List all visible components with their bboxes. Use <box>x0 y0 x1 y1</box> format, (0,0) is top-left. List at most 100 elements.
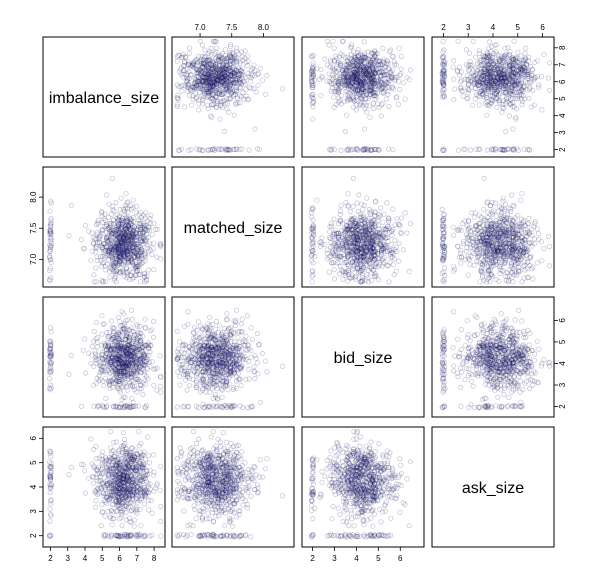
data-point <box>133 234 139 240</box>
data-point <box>483 251 489 257</box>
data-point <box>218 73 225 79</box>
data-point <box>382 72 388 78</box>
data-point <box>121 244 127 250</box>
data-point <box>205 71 211 77</box>
data-point <box>220 75 226 81</box>
data-point <box>481 61 487 68</box>
data-point <box>231 93 237 99</box>
data-point <box>465 63 471 69</box>
data-point <box>218 72 224 78</box>
data-point <box>231 147 237 153</box>
data-point <box>516 67 522 73</box>
data-point <box>345 64 351 70</box>
data-point <box>370 90 376 97</box>
data-point <box>517 227 523 233</box>
data-point <box>486 234 492 240</box>
data-point <box>129 269 135 275</box>
data-point <box>226 68 232 74</box>
data-point <box>360 147 367 153</box>
data-point <box>221 90 227 97</box>
data-point <box>201 75 207 81</box>
data-point <box>373 261 379 267</box>
data-point <box>492 257 499 263</box>
data-point <box>378 76 384 82</box>
data-point <box>349 80 355 86</box>
data-point <box>465 76 472 82</box>
data-point <box>221 128 227 135</box>
data-point <box>490 259 497 266</box>
data-point <box>310 91 316 98</box>
data-point <box>485 70 491 76</box>
data-point <box>217 79 223 85</box>
data-point <box>239 76 245 82</box>
data-point <box>249 73 255 79</box>
data-point <box>309 69 315 75</box>
data-point <box>471 226 477 232</box>
data-point <box>124 215 130 221</box>
data-point <box>484 199 491 205</box>
data-point <box>349 248 355 254</box>
data-point <box>336 235 342 241</box>
data-point <box>345 77 351 83</box>
data-point <box>248 75 254 81</box>
data-point <box>514 248 520 254</box>
data-point <box>376 81 382 87</box>
data-point <box>86 228 92 234</box>
data-point <box>485 65 491 71</box>
data-point <box>214 77 221 84</box>
data-point <box>254 146 260 152</box>
data-point <box>515 260 521 266</box>
data-point <box>124 265 130 271</box>
data-point <box>366 244 373 250</box>
data-point <box>489 78 495 84</box>
data-point <box>345 77 351 83</box>
data-point <box>515 147 522 153</box>
data-point <box>475 77 481 83</box>
data-point <box>361 72 367 79</box>
data-point <box>361 50 368 56</box>
data-point <box>215 57 221 63</box>
data-point <box>342 237 349 243</box>
data-point <box>368 75 374 81</box>
data-point <box>489 100 495 107</box>
data-point <box>328 58 334 65</box>
data-point <box>510 56 516 63</box>
data-point <box>368 50 374 56</box>
data-point <box>93 279 99 285</box>
data-point <box>521 262 528 268</box>
data-point <box>105 367 111 374</box>
data-point <box>129 357 135 363</box>
data-point <box>511 241 517 247</box>
data-point <box>355 238 362 244</box>
data-point <box>121 252 127 259</box>
data-point <box>108 233 115 239</box>
data-point <box>459 254 465 260</box>
data-point <box>139 369 145 375</box>
data-point <box>48 238 54 244</box>
data-point <box>213 66 219 72</box>
data-point <box>119 396 125 402</box>
data-point <box>123 255 129 261</box>
data-point <box>386 217 392 223</box>
data-point <box>198 83 204 89</box>
data-point <box>486 241 493 247</box>
data-point <box>119 221 126 227</box>
data-point <box>310 243 316 249</box>
data-point <box>355 52 362 58</box>
data-point <box>202 60 208 66</box>
data-point <box>440 256 447 262</box>
data-point <box>118 247 124 254</box>
data-point <box>95 219 101 225</box>
data-point <box>509 79 515 85</box>
data-point <box>359 96 365 102</box>
data-point <box>494 247 500 253</box>
data-point <box>346 243 352 249</box>
data-point <box>519 86 525 93</box>
data-point <box>484 223 490 229</box>
data-point <box>372 212 378 218</box>
data-point <box>476 259 482 265</box>
data-point <box>204 73 210 80</box>
data-point <box>201 61 207 68</box>
data-point <box>335 80 341 86</box>
data-point <box>511 70 517 76</box>
